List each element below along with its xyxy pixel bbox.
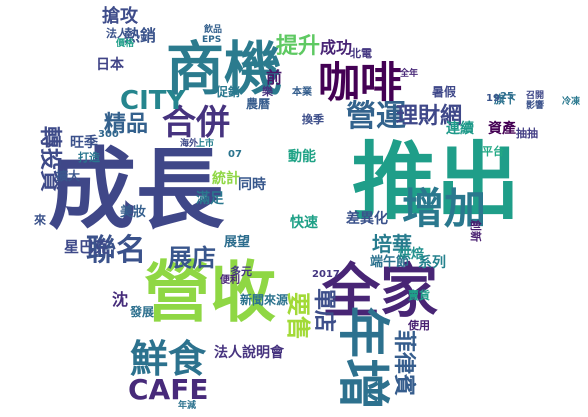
word-xilie: 系列 <box>418 255 446 271</box>
word-yinpin: 飲品 <box>204 25 223 35</box>
word-riben: 日本 <box>96 57 124 73</box>
word-faren: 法人 <box>106 27 128 40</box>
word-jiage: 價格 <box>116 39 135 49</box>
word-huanji: 換季 <box>302 113 324 126</box>
word-shujia: 暑假 <box>432 85 457 99</box>
word-manzu: 滿足 <box>196 191 224 207</box>
word-07: 07 <box>228 149 242 160</box>
word-tisheng: 提升 <box>276 34 321 59</box>
word-lianming: 聯名 <box>86 233 146 268</box>
word-kafei: 咖啡 <box>318 58 403 107</box>
word-xingbake: 星巴克 <box>64 238 110 256</box>
word-pingtai: 平台 <box>482 145 504 158</box>
word-jingpin: 精品 <box>104 112 149 137</box>
word-cafe: CAFE <box>128 373 209 406</box>
word-bianli: 便利 <box>220 275 240 286</box>
word-eps: EPS <box>202 35 222 45</box>
word-25: 25 <box>500 91 514 102</box>
word-dandian: 單店 <box>311 288 336 333</box>
word-300: 300 <box>98 129 119 140</box>
word-shiyong: 使用 <box>408 319 430 332</box>
word-yingyun: 營運 <box>346 99 406 134</box>
word-chenggong: 成功 <box>320 38 353 57</box>
word-benye: 本業 <box>292 87 312 98</box>
word-tuichu: 推出 <box>352 133 521 231</box>
word-zengjia: 增加 <box>402 184 487 233</box>
word-tongshi: 同時 <box>238 177 266 193</box>
word-le: 樂 <box>262 85 273 98</box>
word-zhaokai: 召開 <box>526 91 545 101</box>
word-chouchou: 抽抽 <box>516 127 538 140</box>
word-hongbei: 烘焙 <box>398 247 425 262</box>
word-wangji: 旺季 <box>70 135 98 151</box>
word-kuoda: 擴大 <box>56 169 81 183</box>
word-chengzhang: 成長 <box>48 138 225 241</box>
word-zhandian: 展店 <box>168 244 216 272</box>
word-chuangxin: 創新 <box>469 220 482 242</box>
word-qian: 前 <box>266 68 283 87</box>
word-nianjian: 年減 <box>178 401 197 411</box>
word-yaoshou: 要售 <box>284 292 312 340</box>
word-tongji: 統計 <box>212 171 240 187</box>
word-yingshou: 營收 <box>144 254 276 331</box>
word-maihuo: 賣貨 <box>408 289 430 302</box>
word-nianzeng: 年增 <box>332 306 392 411</box>
word-zichan: 資產 <box>488 121 516 137</box>
word-yingxiang: 影響 <box>526 101 545 111</box>
word-zhanwang: 展望 <box>224 235 251 250</box>
word-kuaisu: 快速 <box>290 215 318 231</box>
word-19: 19 <box>486 93 500 104</box>
word-duoyuan: 多元 <box>230 265 252 278</box>
word-xinwenlaiyuan: 新聞來源 <box>240 293 289 307</box>
word-lai: 來 <box>34 213 47 227</box>
word-chayihua: 差異化 <box>346 211 388 227</box>
word-fazhan: 發展 <box>130 305 155 319</box>
word-qianggong: 搶攻 <box>102 6 138 27</box>
word-beidian: 北電 <box>350 47 372 60</box>
word-nongli: 農曆 <box>246 97 271 111</box>
word-city: CITY <box>120 86 186 116</box>
word-lianxu: 連續 <box>446 121 474 137</box>
word-xianshi: 鮮食 <box>130 337 207 381</box>
word-dongneng: 動能 <box>288 149 316 165</box>
word-fashuoming: 法人說明會 <box>214 345 284 361</box>
word-shangji: 商機 <box>166 35 283 103</box>
word-haiwai: 海外 <box>180 139 199 149</box>
word-qixia: 旗下 <box>494 93 516 106</box>
word-quanjia: 全家 <box>322 257 439 325</box>
word-quannian: 全年 <box>400 69 419 79</box>
word-peihua: 培華 <box>372 232 412 256</box>
word-lengdong: 冷凍 <box>562 97 581 107</box>
word-meizhuang: 美妝 <box>120 205 147 220</box>
word-dazao: 打造 <box>78 151 100 164</box>
word-feilvbin: 菲律賓 <box>391 330 416 397</box>
word-shangshi: 上市 <box>196 139 215 149</box>
word-shen: 沈 <box>112 290 129 309</box>
word-licaiwang: 理財網 <box>396 104 463 129</box>
word-duanwujie: 端午節 <box>370 255 410 270</box>
word-rexiao: 熱銷 <box>124 26 157 45</box>
word-2017: 2017 <box>312 269 340 280</box>
word-hebing: 合併 <box>162 103 230 143</box>
word-cuxiao: 促銷 <box>216 85 241 99</box>
